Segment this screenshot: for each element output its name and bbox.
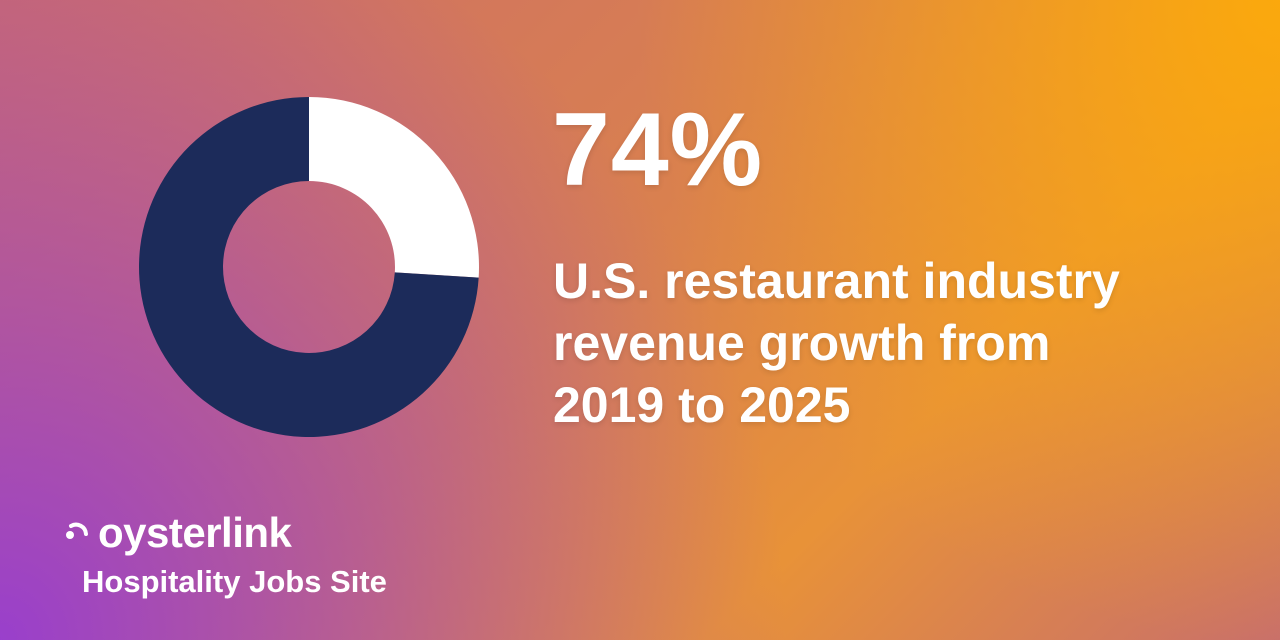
headline-percentage: 74%: [552, 92, 764, 208]
caption-line-3: 2019 to 2025: [553, 377, 851, 433]
donut-chart: [138, 97, 479, 438]
donut-slice-growth: [138, 97, 479, 438]
brand-tagline: Hospitality Jobs Site: [82, 564, 387, 599]
caption-line-1: U.S. restaurant industry: [553, 253, 1120, 309]
donut-slice-remainder: [309, 97, 479, 278]
brand-block: oysterlink Hospitality Jobs Site: [62, 512, 387, 597]
oysterlink-logo-icon: [66, 522, 88, 539]
caption-line-2: revenue growth from: [553, 315, 1051, 371]
chart-caption: U.S. restaurant industry revenue growth …: [553, 250, 1253, 436]
brand-logo: oysterlink: [62, 512, 387, 554]
brand-name: oysterlink: [98, 509, 292, 556]
